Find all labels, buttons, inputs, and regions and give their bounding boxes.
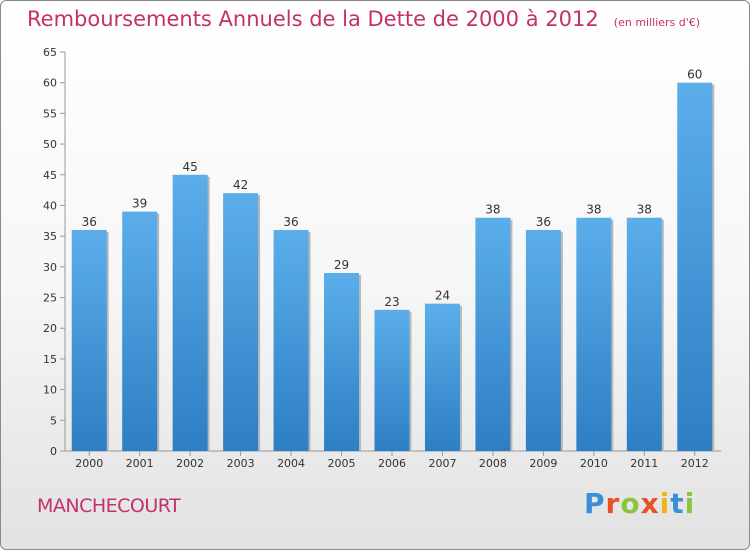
y-tick-label: 10 [43, 384, 57, 397]
y-tick-label: 15 [43, 353, 57, 366]
chart-subtitle: (en milliers d'€) [613, 16, 701, 29]
data-label: 38 [485, 203, 500, 217]
data-label: 24 [435, 289, 450, 303]
y-tick-label: 45 [43, 169, 57, 182]
x-tick-label: 2002 [176, 457, 204, 470]
data-label: 29 [334, 258, 349, 272]
commune-name: MANCHECOURT [37, 495, 181, 517]
bar-2011 [626, 217, 662, 451]
x-tick-label: 2005 [328, 457, 356, 470]
y-tick-label: 5 [50, 414, 57, 427]
logo-letter: i [659, 487, 671, 520]
x-tick-label: 2009 [529, 457, 557, 470]
logo-letter: i [684, 487, 696, 520]
x-tick-label: 2000 [75, 457, 103, 470]
bar-2008 [475, 217, 511, 451]
bar-2001 [122, 211, 158, 451]
bar-2003 [223, 193, 259, 451]
x-tick-label: 2003 [227, 457, 255, 470]
data-label: 36 [82, 215, 97, 229]
data-label: 39 [132, 197, 147, 211]
x-tick-label: 2006 [378, 457, 406, 470]
x-tick-label: 2008 [479, 457, 507, 470]
x-tick-label: 2004 [277, 457, 305, 470]
title-row: Remboursements Annuels de la Dette de 20… [27, 7, 700, 31]
logo-letter: o [620, 487, 641, 520]
y-tick-label: 60 [43, 77, 57, 90]
logo-letter: x [640, 487, 660, 520]
chart-title: Remboursements Annuels de la Dette de 20… [27, 7, 599, 31]
x-tick-label: 2010 [580, 457, 608, 470]
bar-2002 [172, 174, 208, 451]
bar-2000 [71, 230, 107, 451]
y-tick-label: 55 [43, 107, 57, 120]
bar-2009 [525, 230, 561, 451]
x-tick-label: 2012 [681, 457, 709, 470]
bar-2007 [424, 303, 460, 451]
logo-letter: P [584, 487, 606, 520]
data-label: 60 [687, 68, 702, 82]
y-tick-label: 30 [43, 261, 57, 274]
y-tick-label: 65 [43, 46, 57, 59]
y-tick-label: 35 [43, 230, 57, 243]
y-tick-label: 25 [43, 292, 57, 305]
data-label: 38 [637, 203, 652, 217]
bar-2012 [677, 82, 713, 451]
x-tick-label: 2007 [428, 457, 456, 470]
data-label: 23 [384, 295, 399, 309]
data-label: 36 [283, 215, 298, 229]
x-tick-label: 2011 [630, 457, 658, 470]
axes: 0 5 10 15 20 25 30 35 40 45 50 55 60 65 2000 2001 2002 20… [43, 46, 721, 470]
logo-letter: t [670, 487, 685, 520]
bar-2010 [576, 217, 612, 451]
bar-2004 [273, 230, 309, 451]
data-label: 42 [233, 178, 248, 192]
y-tick-label: 40 [43, 199, 57, 212]
y-tick-label: 0 [50, 445, 57, 458]
y-tick-label: 20 [43, 322, 57, 335]
bar-2006 [374, 309, 410, 451]
y-tick-label: 50 [43, 138, 57, 151]
data-label: 45 [183, 160, 198, 174]
proxiti-logo[interactable]: Proxiti [584, 487, 695, 520]
data-labels: 36 39 45 42 36 29 23 24 38 36 38 38 60 [82, 68, 703, 309]
data-label: 36 [536, 215, 551, 229]
bars [71, 82, 715, 451]
bar-2005 [324, 272, 360, 451]
data-label: 38 [586, 203, 601, 217]
x-tick-label: 2001 [126, 457, 154, 470]
logo-letter: r [605, 487, 621, 520]
